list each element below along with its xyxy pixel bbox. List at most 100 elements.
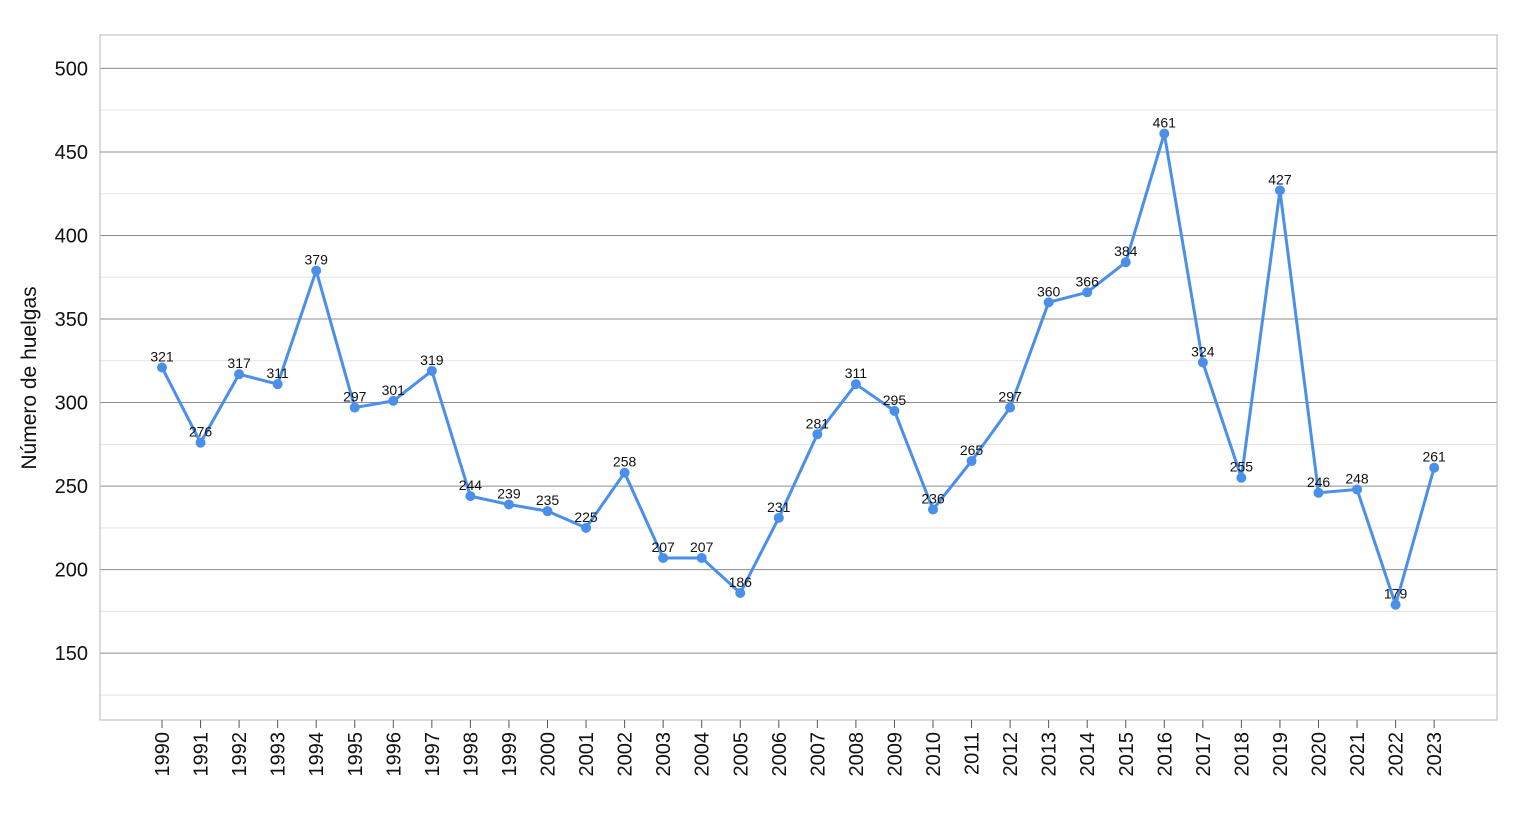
- x-tick-label: 2017: [1193, 732, 1215, 777]
- data-label: 311: [266, 365, 289, 381]
- x-tick-label: 2008: [846, 732, 868, 777]
- x-tick-label: 1994: [306, 732, 328, 777]
- x-tick-label: 2004: [692, 732, 714, 777]
- data-label: 427: [1268, 171, 1292, 187]
- x-tick-label: 2023: [1424, 732, 1446, 777]
- data-label: 244: [459, 477, 483, 493]
- x-tick-label: 1991: [191, 732, 213, 777]
- data-point: [503, 499, 514, 510]
- data-label: 297: [343, 389, 367, 405]
- x-tick-label: 2010: [923, 732, 945, 777]
- data-point: [850, 379, 861, 390]
- x-tick-label: 2000: [538, 732, 560, 777]
- series-line: [160, 132, 1436, 607]
- data-point: [889, 405, 900, 416]
- plot-frame: [99, 34, 1498, 721]
- data-label: 246: [1307, 474, 1331, 490]
- data-label: 295: [883, 392, 907, 408]
- data-label: 360: [1037, 283, 1061, 299]
- data-label: 297: [998, 389, 1022, 405]
- y-tick-label: 450: [55, 142, 88, 164]
- x-tick-label: 2015: [1116, 732, 1138, 777]
- data-label: 225: [574, 509, 598, 525]
- data-label: 311: [845, 365, 868, 381]
- x-tick-label: 2006: [769, 732, 791, 777]
- y-tick-label: 200: [55, 560, 88, 582]
- data-label: 317: [227, 355, 251, 371]
- data-point: [658, 552, 669, 563]
- grid: [100, 67, 1497, 696]
- data-label: 207: [651, 539, 675, 555]
- x-tick-label: 1995: [345, 732, 367, 777]
- data-label: 255: [1230, 459, 1254, 475]
- data-point: [349, 402, 360, 413]
- data-point: [1197, 357, 1208, 368]
- data-labels: 321 276 317 311 379 297 301 319 244 239 235 225 258 2…: [150, 115, 1446, 602]
- x-tick-label: 2005: [730, 732, 752, 777]
- data-point: [234, 369, 245, 380]
- data-point: [1390, 599, 1401, 610]
- data-point: [696, 552, 707, 563]
- x-tick-label: 2001: [576, 732, 598, 777]
- x-tick-label: 2022: [1386, 732, 1408, 777]
- data-point: [966, 456, 977, 467]
- data-label: 265: [960, 442, 984, 458]
- y-axis-label: Número de huelgas: [18, 286, 41, 469]
- data-point: [426, 365, 437, 376]
- data-label: 366: [1076, 273, 1100, 289]
- x-tick-label: 2013: [1039, 732, 1061, 777]
- y-tick-label: 400: [55, 225, 88, 247]
- x-tick-label: 1996: [383, 732, 405, 777]
- data-point: [773, 512, 784, 523]
- series: [157, 128, 1440, 610]
- data-label: 258: [613, 454, 637, 470]
- data-label: 319: [420, 352, 444, 368]
- x-tick-label: 2019: [1270, 732, 1292, 777]
- data-label: 461: [1153, 115, 1177, 131]
- x-tick-label: 2018: [1231, 732, 1253, 777]
- y-tick-label: 250: [55, 476, 88, 498]
- x-tick-label: 1992: [229, 732, 251, 777]
- x-tick-label: 1998: [460, 732, 482, 777]
- x-tick-label: 2011: [962, 732, 984, 775]
- data-point: [1236, 472, 1247, 483]
- data-label: 281: [806, 415, 830, 431]
- data-point: [928, 504, 938, 515]
- y-tick-label: 350: [55, 309, 88, 331]
- data-label: 276: [189, 424, 213, 440]
- x-tick-label: 1990: [152, 732, 174, 777]
- x-tick-label: 1997: [422, 732, 444, 777]
- data-point: [465, 491, 476, 502]
- data-point: [735, 588, 746, 599]
- x-tick-label: 2016: [1154, 732, 1176, 777]
- x-tick-label: 1999: [499, 732, 521, 777]
- x-tick-label: 2014: [1077, 732, 1099, 777]
- data-point: [195, 437, 206, 448]
- data-label: 248: [1345, 470, 1369, 486]
- data-point: [272, 379, 283, 390]
- x-tick-label: 2009: [884, 732, 906, 777]
- data-point: [581, 522, 592, 533]
- data-point: [1082, 287, 1093, 298]
- x-tick-label: 1993: [268, 732, 290, 777]
- data-label: 321: [150, 348, 174, 364]
- y-tick-label: 150: [55, 643, 88, 665]
- data-point: [1429, 462, 1440, 473]
- data-point: [1120, 257, 1131, 268]
- data-label: 301: [382, 382, 406, 398]
- data-label: 186: [729, 574, 753, 590]
- data-label: 236: [921, 490, 945, 506]
- data-label: 231: [767, 499, 791, 515]
- data-point: [311, 265, 322, 276]
- data-label: 324: [1191, 343, 1215, 359]
- data-label: 235: [536, 492, 560, 508]
- data-point: [1159, 128, 1170, 139]
- x-tick-label: 2012: [1000, 732, 1022, 777]
- data-point: [157, 362, 167, 373]
- data-point: [1005, 402, 1016, 413]
- data-label: 261: [1422, 449, 1446, 465]
- x-tick-label: 2002: [615, 732, 637, 777]
- y-tick-label: 300: [55, 393, 88, 415]
